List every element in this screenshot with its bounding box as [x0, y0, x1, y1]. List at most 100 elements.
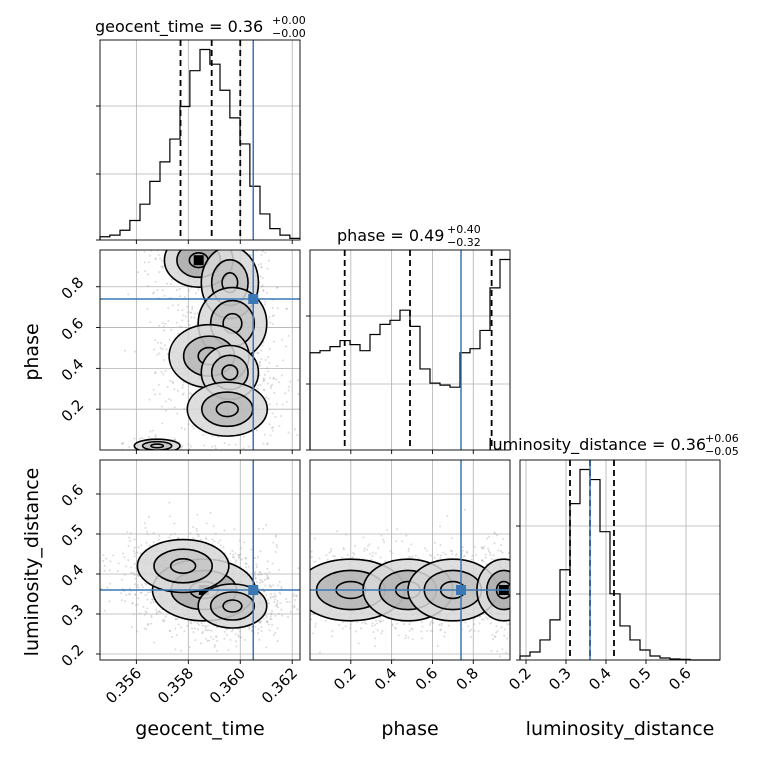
sample-point [332, 554, 335, 557]
sample-point [155, 612, 158, 615]
sample-point [277, 381, 280, 384]
sample-point [255, 563, 258, 566]
sample-point [147, 435, 150, 438]
sample-point [195, 240, 197, 242]
sample-point [268, 348, 271, 351]
title-phase-plus: +0.40 [447, 223, 481, 236]
density-fill [210, 592, 255, 620]
sample-point [148, 515, 151, 518]
sample-point [379, 616, 382, 619]
sample-point [529, 604, 531, 606]
sample-point [145, 541, 148, 544]
sample-point [410, 543, 413, 546]
sample-point [125, 593, 128, 596]
sample-point [139, 452, 141, 454]
title-phase: phase = 0.49 +0.40 −0.32 [337, 223, 481, 249]
sample-point [238, 248, 240, 250]
sample-point [528, 578, 530, 580]
sample-point [503, 634, 506, 637]
sample-point [522, 580, 524, 582]
contour-outer [197, 583, 268, 629]
sample-point [214, 644, 217, 647]
sample-point [307, 562, 309, 564]
sample-point [514, 594, 516, 596]
sample-point [205, 538, 208, 541]
ylabel-phase: phase [21, 323, 43, 380]
sample-point [195, 527, 198, 530]
sample-point [507, 551, 510, 554]
sample-point [514, 585, 516, 587]
title-luminosity-distance: luminosity_distance = 0.36 +0.06 −0.05 [488, 432, 739, 458]
sample-point [147, 622, 150, 625]
sample-point [325, 554, 328, 557]
sample-point [276, 307, 279, 310]
sample-point [137, 546, 140, 549]
sample-point [534, 582, 536, 584]
sample-point [182, 314, 185, 317]
sample-point [511, 609, 513, 611]
sample-point [272, 633, 275, 636]
sample-point [212, 525, 215, 528]
sample-point [137, 453, 139, 455]
sample-point [305, 580, 307, 582]
sample-point [175, 634, 178, 637]
sample-point [183, 428, 186, 431]
sample-point [465, 550, 468, 553]
sample-point [264, 396, 267, 399]
sample-point [487, 550, 490, 553]
sample-point [274, 598, 277, 601]
sample-point [160, 259, 163, 262]
sample-point [196, 628, 199, 631]
sample-point [247, 243, 249, 245]
sample-point [329, 550, 332, 553]
sample-point [201, 247, 203, 249]
sample-point [147, 451, 149, 453]
sample-point [372, 631, 375, 634]
sample-point [120, 599, 123, 602]
sample-point [190, 238, 192, 240]
panel-geocent_time-geocent_time [96, 39, 301, 244]
sample-point [314, 625, 317, 628]
sample-point [535, 602, 537, 604]
sample-point [176, 537, 179, 540]
sample-point [258, 638, 261, 641]
sample-point [493, 531, 496, 534]
sample-point [301, 585, 303, 587]
sample-point [173, 388, 176, 391]
sample-point [515, 627, 517, 629]
xlabel-phase: phase [381, 718, 438, 740]
sample-point [154, 435, 157, 438]
sample-point [192, 631, 195, 634]
sample-point [514, 568, 516, 570]
sample-point [276, 563, 278, 565]
sample-point [172, 235, 174, 237]
sample-point [137, 597, 140, 600]
sample-point [184, 315, 187, 318]
sample-point [501, 551, 504, 554]
sample-point [254, 574, 257, 577]
sample-point [179, 246, 181, 248]
sample-point [514, 590, 516, 592]
sample-point [439, 629, 442, 632]
histogram-geocent_time [99, 48, 300, 240]
sample-point [235, 645, 238, 648]
sample-point [487, 535, 490, 538]
sample-point [439, 543, 442, 546]
sample-point [237, 634, 240, 637]
sample-point [511, 592, 513, 594]
sample-point [515, 577, 517, 579]
sample-point [145, 628, 148, 631]
sample-point [378, 619, 381, 622]
sample-point [478, 622, 481, 625]
sample-point [397, 634, 400, 637]
density-fill [211, 355, 249, 390]
sample-point [269, 595, 272, 598]
sample-point [493, 635, 496, 638]
sample-point [512, 602, 514, 604]
sample-point [177, 537, 180, 540]
sample-point [263, 590, 266, 593]
sample-point [173, 406, 176, 409]
sample-point [489, 622, 492, 625]
sample-point [395, 540, 398, 543]
sample-point [218, 234, 220, 236]
